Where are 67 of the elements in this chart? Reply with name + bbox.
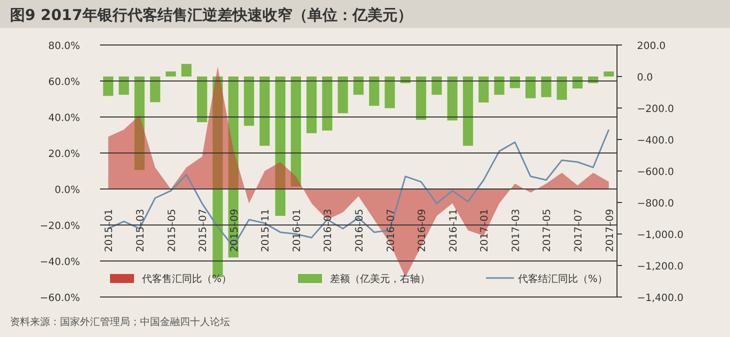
chart-title: 图9 2017年银行代客结售汇逆差快速收窄（单位：亿美元） (10, 6, 412, 24)
x-tick-label: 2016–03 (323, 208, 334, 252)
legend-label: 代客售汇同比（%） (141, 273, 232, 285)
bar (322, 76, 332, 131)
bar (478, 76, 489, 102)
bar (166, 71, 176, 76)
x-tick-label: 2017–05 (542, 208, 554, 252)
bar (275, 76, 286, 216)
y2-tick-label: −400.0 (637, 136, 674, 146)
y-tick-label: 60.0% (48, 77, 80, 88)
x-tick-label: 2016–05 (354, 208, 366, 252)
bar (181, 64, 192, 76)
legend-label: 代客结汇同比（%） (517, 273, 608, 285)
bar (338, 76, 348, 114)
x-tick-label: 2015–01 (104, 208, 116, 252)
y2-tick-label: 200.0 (637, 41, 666, 52)
bar (556, 76, 567, 100)
bar (103, 76, 114, 96)
bar (416, 76, 426, 120)
x-tick-label: 2016–11 (448, 208, 460, 252)
y2-tick-label: −800.0 (637, 198, 674, 210)
y2-tick-label: −200.0 (637, 104, 674, 115)
x-tick-label: 2016–09 (417, 208, 428, 252)
x-tick-label: 2016–07 (386, 208, 397, 252)
y-tick-label: 80.0% (48, 41, 80, 52)
y-tick-label: −20.0% (40, 221, 80, 232)
bar (196, 76, 208, 122)
legend-label: 差额（亿美元，右轴） (330, 273, 430, 285)
x-tick-label: 2015–09 (229, 208, 240, 252)
y-tick-label: 40.0% (48, 113, 80, 124)
y2-tick-label: 0.0 (637, 72, 653, 84)
x-tick-label: 2017–01 (480, 208, 491, 252)
bar (244, 76, 254, 126)
bar (432, 76, 442, 95)
y2-tick-label: −1,200.0 (637, 262, 684, 272)
y2-tick-label: −600.0 (637, 167, 674, 178)
bar (541, 76, 552, 98)
bar (494, 76, 504, 95)
bar (525, 76, 536, 98)
bar (150, 76, 160, 102)
x-tick-label: 2015–11 (260, 208, 272, 252)
bar (290, 76, 302, 186)
bar (447, 76, 458, 120)
x-tick-label: 2015–03 (136, 208, 146, 252)
bar (306, 76, 317, 134)
bar (604, 71, 614, 76)
bar (260, 76, 270, 146)
x-tick-label: 2017–07 (574, 208, 584, 252)
x-tick-label: 2016–01 (292, 208, 303, 252)
bar (384, 76, 395, 108)
y-tick-label: −60.0% (40, 293, 80, 304)
y-tick-label: 0.0% (54, 185, 80, 196)
x-tick-label: 2015–07 (198, 208, 210, 252)
bar (369, 76, 380, 106)
bar (134, 76, 145, 170)
text: 资料来源：国家外汇管理局；中国金融四十人论坛 (10, 316, 230, 328)
bar (353, 76, 364, 95)
bar (462, 76, 474, 146)
x-tick-label: 2015–05 (166, 208, 178, 252)
bar (118, 76, 129, 95)
y-tick-label: −40.0% (40, 257, 80, 268)
x-tick-label: 2017–03 (510, 208, 522, 252)
bar (572, 76, 583, 88)
x-tick-label: 2017–09 (604, 208, 616, 252)
y-tick-label: 20.0% (48, 149, 80, 160)
y2-tick-label: −1,400.0 (637, 293, 684, 304)
y2-tick-label: −1,000.0 (637, 230, 684, 241)
